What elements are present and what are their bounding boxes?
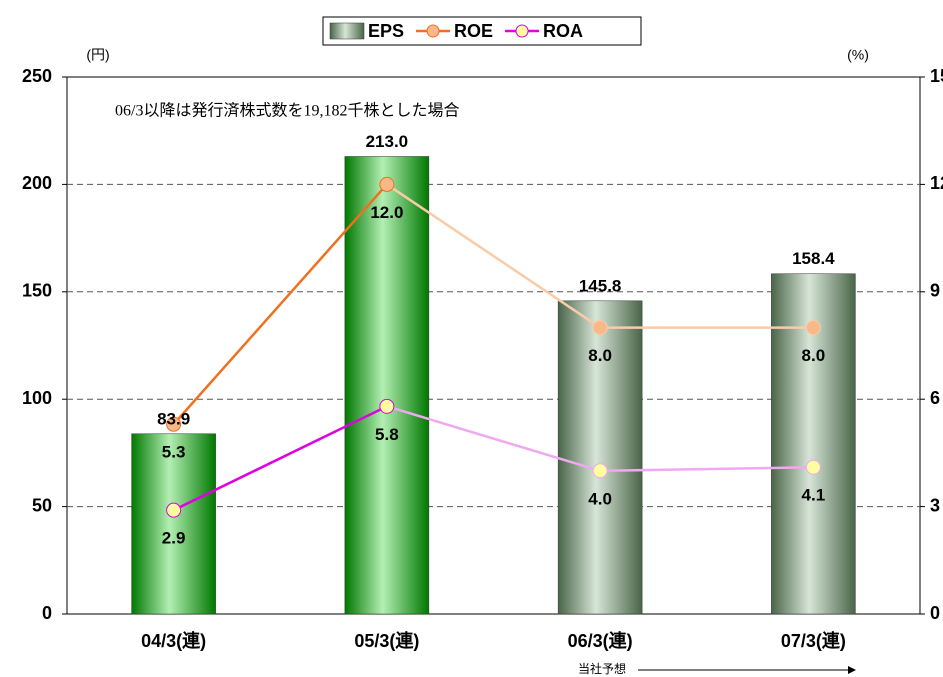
- line-segment: [386, 405, 601, 472]
- line-segment: [600, 465, 814, 473]
- line-segment: [173, 405, 388, 512]
- y-tick-label: 100: [22, 388, 52, 408]
- data-label: 5.8: [375, 425, 399, 444]
- data-label: 4.0: [588, 489, 612, 508]
- marker: [592, 320, 608, 336]
- forecast-note: 当社予想: [578, 661, 626, 676]
- y-tick-label: 0: [42, 603, 52, 623]
- y-tick-label: 150: [22, 281, 52, 301]
- line-segment: [172, 183, 388, 426]
- y-tick-label: 250: [22, 66, 52, 86]
- marker: [166, 502, 182, 518]
- data-label: 4.1: [802, 486, 826, 505]
- y-tick-label: 50: [32, 495, 52, 515]
- line-segment: [386, 183, 601, 329]
- y2-tick-label: 0: [930, 603, 940, 623]
- marker: [166, 416, 182, 432]
- marker: [379, 176, 395, 192]
- legend-label: ROA: [543, 21, 583, 41]
- data-label: 5.3: [162, 443, 186, 462]
- y2-tick-label: 9: [930, 281, 940, 301]
- data-label: 12.0: [370, 203, 403, 222]
- data-label: 83.9: [157, 409, 190, 428]
- forecast-arrowhead: [848, 666, 856, 674]
- plot-frame: [66, 76, 921, 615]
- x-tick-label: 04/3(連): [141, 630, 206, 651]
- legend-box: [322, 16, 642, 46]
- x-tick-label: 07/3(連): [781, 630, 846, 651]
- data-label: 2.9: [162, 529, 186, 548]
- y2-axis-label: (%): [847, 47, 869, 63]
- data-label: 158.4: [792, 249, 835, 268]
- marker: [592, 463, 608, 479]
- marker: [805, 320, 821, 336]
- marker: [805, 459, 821, 475]
- x-tick-label: 05/3(連): [354, 630, 419, 651]
- marker: [379, 398, 395, 414]
- legend-label: EPS: [368, 21, 404, 41]
- legend-swatch: [329, 22, 365, 40]
- y-axis-label: (円): [86, 47, 109, 63]
- legend-marker: [515, 24, 529, 38]
- y-tick-label: 200: [22, 173, 52, 193]
- legend-label: ROE: [454, 21, 493, 41]
- x-tick-label: 06/3(連): [568, 630, 633, 651]
- bar: [344, 156, 430, 615]
- y2-tick-label: 6: [930, 388, 940, 408]
- data-label: 213.0: [366, 132, 409, 151]
- bar: [131, 433, 216, 615]
- legend-marker: [426, 24, 440, 38]
- annotation: 06/3以降は発行済株式数を19,182千株とした場合: [115, 102, 459, 120]
- data-label: 8.0: [588, 346, 612, 365]
- data-label: 8.0: [802, 346, 826, 365]
- y2-tick-label: 12: [930, 173, 943, 193]
- y2-tick-label: 15: [930, 66, 943, 86]
- y2-tick-label: 3: [930, 495, 940, 515]
- data-label: 145.8: [579, 276, 622, 295]
